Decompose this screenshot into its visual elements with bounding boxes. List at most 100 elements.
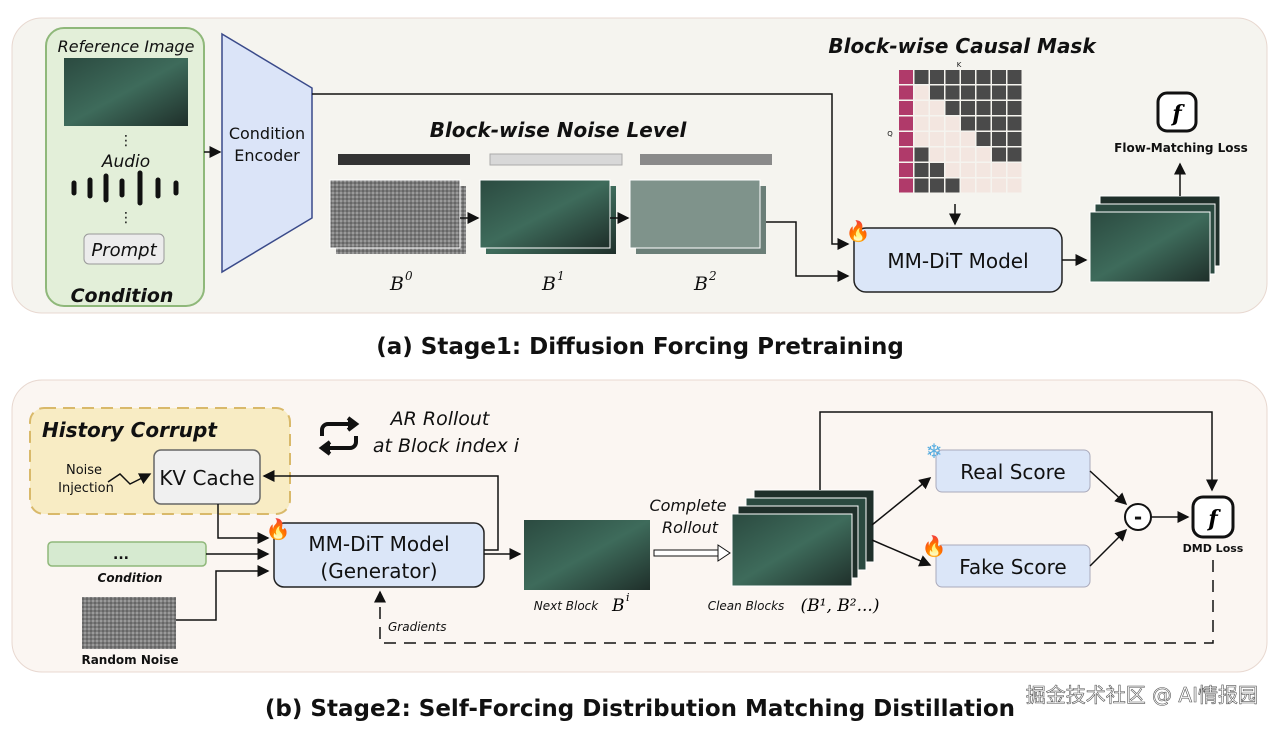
fire-icon: 🔥 (922, 534, 947, 558)
loss-f-glyph: f (1206, 506, 1221, 532)
mask-cell (992, 163, 1006, 177)
mask-cell (976, 163, 991, 177)
mask-cell (992, 101, 1006, 115)
mask-cell (992, 70, 1006, 84)
history-title: History Corrupt (42, 418, 218, 442)
ar-rollout-label: AR Rollout (389, 408, 491, 430)
mask-cell (961, 147, 975, 162)
mask-cell (914, 116, 929, 131)
block-label: B (693, 273, 708, 295)
mask-cell (945, 163, 960, 177)
mask-cell (914, 163, 929, 177)
noise-injection-label: Injection (58, 481, 114, 496)
mask-cell (1007, 178, 1022, 193)
mask-cell (914, 85, 929, 100)
mask-cell (930, 85, 944, 100)
dots: ⋮ (119, 133, 133, 149)
mask-cell (961, 178, 975, 193)
stage2-caption: (b) Stage2: Self-Forcing Distribution Ma… (265, 696, 1015, 722)
mask-cell (930, 178, 944, 193)
mask-cell (961, 116, 975, 131)
audio-label: Audio (101, 152, 150, 172)
mask-cell (945, 116, 960, 131)
mask-cell (945, 70, 960, 84)
mask-cell (930, 116, 944, 131)
reference-image (64, 58, 188, 126)
block-sup: 0 (405, 269, 413, 283)
mask-cell (1007, 147, 1022, 162)
mask-cell (930, 70, 944, 84)
block-sup: 2 (708, 269, 717, 283)
prompt-label: Prompt (91, 240, 157, 261)
minus-sign: - (1134, 505, 1142, 529)
mask-cell (961, 85, 975, 100)
mask-cell (945, 101, 960, 115)
gradient-path (374, 560, 1214, 644)
clean-blocks-frames (731, 489, 875, 587)
mask-cell (914, 101, 929, 115)
mask-cell (899, 147, 913, 162)
mask-cell (945, 178, 960, 193)
loss-label: Flow-Matching Loss (1114, 141, 1248, 155)
flow-matching-loss-icon (1156, 91, 1198, 133)
mask-title: Block-wise Causal Mask (828, 34, 1097, 58)
generator-label: MM-DiT Model (308, 532, 449, 556)
clean-blocks-label: Clean Blocks (708, 599, 785, 613)
real-score-label: Real Score (960, 460, 1066, 484)
mask-q-label: Q (887, 130, 893, 138)
mask-cell (976, 101, 991, 115)
mask-cell (961, 101, 975, 115)
mask-cell (899, 132, 913, 146)
mask-cell (1007, 163, 1022, 177)
mask-k-label: K (957, 61, 962, 69)
mask-cell (930, 101, 944, 115)
mask-cell (899, 163, 913, 177)
mask-cell (992, 132, 1006, 146)
noise-bar-0 (338, 154, 470, 165)
block-b1 (479, 179, 616, 254)
dmd-loss-icon (1191, 495, 1235, 539)
mask-cell (961, 70, 975, 84)
mask-cell (961, 163, 975, 177)
condition-dots: ... (113, 547, 129, 563)
mask-cell (899, 178, 913, 193)
random-noise-image (82, 597, 176, 649)
mask-cell (899, 70, 913, 84)
mask-cell (992, 147, 1006, 162)
condition-encoder (221, 32, 313, 274)
mask-cell (914, 178, 929, 193)
ar-rollout-label: at Block index i (373, 435, 520, 457)
prompt-box (83, 233, 165, 265)
condition-label: Condition (98, 571, 163, 585)
block-label: B (541, 273, 556, 295)
dots: ⋮ (119, 210, 133, 226)
output-frames (1089, 195, 1221, 283)
dmd-loss-label: DMD Loss (1183, 542, 1244, 555)
mask-cell (930, 163, 944, 177)
mask-cell (899, 101, 913, 115)
encoder-label: Encoder (234, 146, 300, 165)
noise-bar-1 (489, 153, 623, 166)
mask-cell (930, 132, 944, 146)
random-noise-label: Random Noise (81, 653, 178, 667)
mask-cell (1007, 101, 1022, 115)
noise-level-title: Block-wise Noise Level (430, 118, 688, 142)
noise-bar-2 (640, 154, 772, 165)
mask-cell (976, 132, 991, 146)
mask-cell (945, 132, 960, 146)
block-sup: 1 (557, 269, 565, 283)
mask-cell (976, 70, 991, 84)
mask-cell (914, 147, 929, 162)
mask-cell (914, 70, 929, 84)
mask-cell (1007, 132, 1022, 146)
mask-cell (899, 85, 913, 100)
mask-cell (914, 132, 929, 146)
snowflake-icon: ❄ (926, 439, 943, 463)
mask-cell (1007, 70, 1022, 84)
generator-model (273, 522, 485, 588)
mask-cell (976, 178, 991, 193)
next-block-label: Next Block (534, 599, 599, 613)
loop-icon (318, 416, 360, 456)
gradients-label: Gradients (388, 620, 446, 634)
